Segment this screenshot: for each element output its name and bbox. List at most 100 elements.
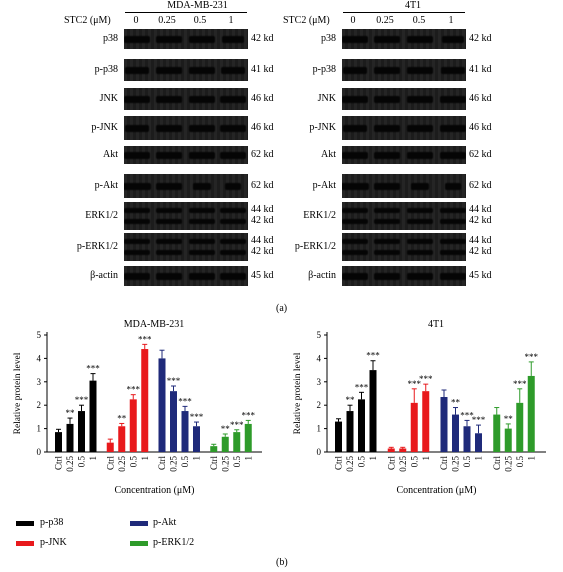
- blot-strip: [124, 202, 248, 230]
- molecular-weight-label: 46 kd: [469, 93, 492, 104]
- blot-strip: [124, 146, 248, 164]
- dose-label: 1: [448, 15, 454, 26]
- protein-band: [222, 35, 244, 43]
- molecular-weight-label: 46 kd: [251, 93, 274, 104]
- bar: [55, 432, 62, 452]
- bar: [452, 414, 459, 452]
- molecular-weight-label: 41 kd: [251, 64, 274, 75]
- protein-band: [156, 95, 182, 103]
- bar: [89, 380, 97, 452]
- significance-marker: ***: [75, 395, 89, 405]
- legend-swatch: [16, 521, 34, 526]
- x-tick-label: 0.5: [515, 456, 525, 468]
- bar: [387, 448, 395, 452]
- bar: [170, 391, 177, 452]
- protein-band: [407, 249, 433, 255]
- protein-band: [156, 218, 182, 224]
- protein-label: p-ERK1/2: [294, 241, 336, 252]
- y-tick-label: 0: [317, 447, 322, 457]
- blot-strip: [342, 233, 466, 261]
- x-tick-label: 0.5: [77, 456, 87, 468]
- x-tick-label: 0.5: [462, 456, 472, 468]
- x-tick-label: 0.25: [345, 456, 355, 472]
- title-underline: [343, 12, 465, 13]
- panel-label-b: (b): [276, 557, 288, 568]
- protein-band: [407, 66, 433, 74]
- protein-band: [407, 238, 433, 244]
- molecular-weight-label: 44 kd 42 kd: [469, 235, 492, 257]
- significance-marker: **: [451, 398, 461, 408]
- x-tick-label: 0.25: [65, 456, 75, 472]
- x-tick-label: Ctrl: [492, 456, 502, 471]
- protein-band: [343, 66, 367, 74]
- bar: [106, 442, 114, 452]
- protein-band: [374, 95, 400, 103]
- protein-band: [220, 238, 246, 244]
- protein-band: [342, 218, 368, 224]
- bar: [422, 391, 430, 452]
- y-tick-label: 3: [37, 377, 42, 387]
- protein-band: [411, 182, 429, 190]
- cell-line-title: 4T1: [404, 0, 422, 11]
- bar: [118, 426, 126, 452]
- blot-strip: [342, 116, 466, 140]
- protein-band: [374, 66, 400, 74]
- y-tick-label: 5: [317, 330, 322, 340]
- bar: [66, 423, 74, 452]
- title-underline: [125, 12, 247, 13]
- molecular-weight-label: 46 kd: [469, 122, 492, 133]
- bar: [463, 426, 471, 452]
- protein-band: [221, 66, 245, 74]
- protein-band: [442, 35, 464, 43]
- protein-band: [225, 182, 241, 190]
- protein-band: [440, 151, 466, 159]
- blot-strip: [124, 266, 248, 286]
- protein-band: [156, 249, 182, 255]
- protein-band: [374, 35, 400, 43]
- protein-band: [374, 207, 400, 213]
- x-tick-label: 0.5: [409, 456, 419, 468]
- protein-label: p-p38: [312, 64, 336, 75]
- molecular-weight-label: 44 kd 42 kd: [251, 235, 274, 257]
- protein-band: [189, 95, 215, 103]
- protein-label: p38: [103, 33, 118, 44]
- molecular-weight-label: 44 kd 42 kd: [251, 204, 274, 226]
- x-tick-label: 1: [243, 456, 253, 461]
- protein-band: [156, 66, 182, 74]
- x-tick-label: 1: [140, 456, 150, 461]
- bar: [244, 423, 252, 452]
- blot-strip: [342, 88, 466, 110]
- protein-label: ERK1/2: [85, 210, 118, 221]
- bar: [210, 446, 218, 452]
- significance-marker: ***: [472, 415, 486, 425]
- protein-band: [374, 124, 400, 132]
- protein-label: p-Akt: [312, 180, 336, 191]
- protein-band: [440, 124, 466, 132]
- bar: [335, 421, 342, 452]
- protein-band: [189, 35, 215, 43]
- x-tick-label: 0.5: [180, 456, 190, 468]
- x-tick-label: 0.25: [451, 456, 461, 472]
- x-tick-label: Ctrl: [386, 456, 396, 471]
- dose-label: 0: [350, 15, 356, 26]
- protein-band: [407, 207, 433, 213]
- protein-band: [125, 124, 149, 132]
- protein-band: [189, 218, 215, 224]
- significance-marker: ***: [178, 396, 192, 406]
- protein-band: [445, 182, 461, 190]
- y-tick-label: 5: [37, 330, 42, 340]
- bar: [475, 433, 482, 452]
- dose-label: 0: [133, 15, 139, 26]
- protein-label: JNK: [317, 93, 336, 104]
- significance-marker: ***: [127, 385, 141, 395]
- protein-band: [342, 35, 368, 43]
- legend-label: p-ERK1/2: [153, 537, 195, 548]
- protein-band: [342, 95, 368, 103]
- x-tick-label: Ctrl: [439, 456, 449, 471]
- x-tick-label: 1: [192, 456, 202, 461]
- x-axis-label: Concentration (μM): [114, 485, 194, 496]
- x-tick-label: 0.5: [232, 456, 242, 468]
- x-tick-label: 0.25: [117, 456, 127, 472]
- significance-marker: ***: [138, 334, 152, 344]
- protein-band: [220, 272, 246, 280]
